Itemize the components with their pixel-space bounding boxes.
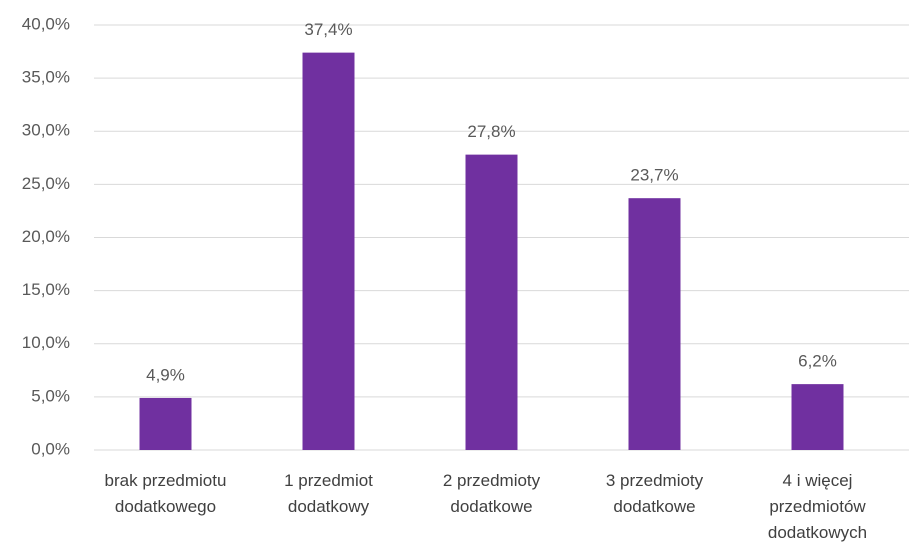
y-tick-label: 15,0% — [22, 280, 70, 299]
y-tick-label: 40,0% — [22, 14, 70, 33]
bar — [302, 52, 355, 450]
y-tick-label: 30,0% — [22, 121, 70, 140]
y-tick-label: 0,0% — [31, 439, 70, 458]
bar — [465, 154, 518, 450]
x-tick-label: 4 i więcej przedmiotów dodatkowych — [767, 471, 868, 542]
data-label: 6,2% — [798, 352, 837, 371]
bar — [139, 397, 192, 450]
bar — [791, 384, 844, 450]
data-label: 23,7% — [630, 166, 678, 185]
data-label: 37,4% — [304, 20, 352, 39]
y-tick-label: 10,0% — [22, 333, 70, 352]
y-tick-label: 35,0% — [22, 68, 70, 87]
y-tick-label: 20,0% — [22, 227, 70, 246]
x-tick-label: 3 przedmioty dodatkowe — [605, 471, 704, 516]
data-label: 27,8% — [467, 122, 515, 141]
y-tick-label: 25,0% — [22, 174, 70, 193]
x-tick-label: 2 przedmioty dodatkowe — [442, 471, 541, 516]
data-label: 4,9% — [146, 365, 185, 384]
x-tick-label: 1 przedmiot dodatkowy — [284, 471, 373, 516]
y-tick-label: 5,0% — [31, 386, 70, 405]
x-tick-label: brak przedmiotu dodatkowego — [104, 471, 227, 516]
bar — [628, 198, 681, 450]
